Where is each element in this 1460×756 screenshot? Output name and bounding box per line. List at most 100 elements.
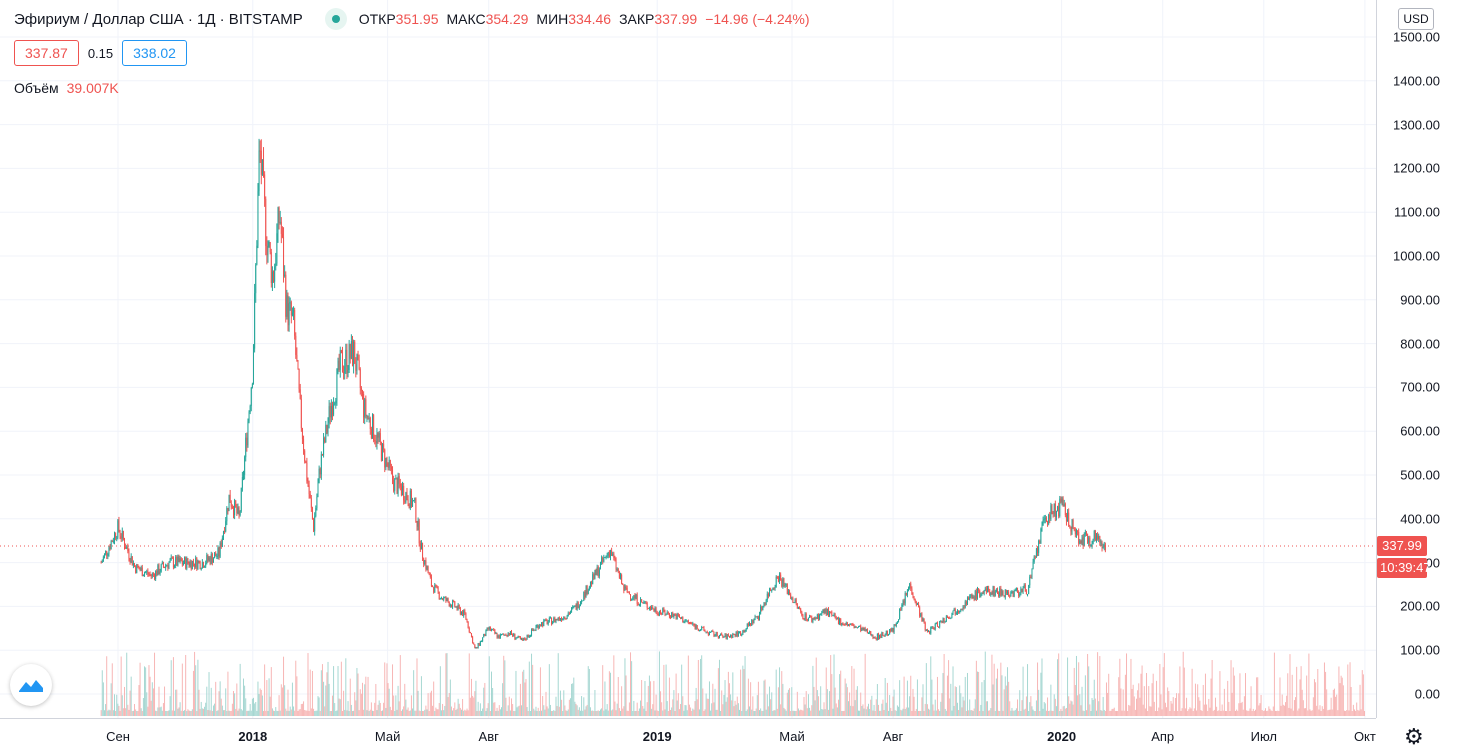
candle-body	[484, 633, 486, 637]
volume-bar	[519, 683, 521, 716]
candle-body	[364, 399, 366, 418]
candle-body	[377, 433, 379, 438]
symbol-title[interactable]: Эфириум / Доллар США · 1Д · BITSTAMP	[14, 10, 303, 28]
sell-price-button[interactable]: 337.87	[14, 40, 79, 66]
candle-body	[681, 617, 683, 619]
candle-body	[641, 599, 643, 603]
candle-body	[643, 602, 645, 604]
volume-bar	[300, 704, 302, 716]
volume-bar	[1115, 710, 1117, 716]
volume-bar	[480, 711, 482, 716]
candle-body	[492, 629, 494, 631]
candle-body	[335, 400, 337, 404]
candle-body	[566, 616, 568, 620]
candle-body	[966, 598, 968, 605]
tradingview-logo-icon[interactable]	[10, 664, 52, 706]
candle-body	[1027, 594, 1029, 596]
volume-bar	[782, 683, 784, 716]
candle-body	[535, 626, 537, 630]
volume-bar	[1350, 686, 1352, 716]
candle-body	[397, 476, 399, 494]
volume-bar	[1224, 710, 1226, 716]
candle-body	[1080, 540, 1082, 544]
candle-body	[533, 629, 535, 631]
time-axis[interactable]: Сен 2018 Май Авг 2019 Май Авг 2020 Апр Июл Окт	[0, 718, 1376, 756]
volume-bar	[1345, 710, 1347, 716]
candle-body	[637, 603, 639, 605]
volume-bar	[159, 707, 161, 716]
volume-bar	[1348, 710, 1350, 716]
candle-body	[849, 624, 851, 626]
price-chart[interactable]	[0, 0, 1376, 718]
price-axis[interactable]: 1500.00 1400.00 1300.00 1200.00 1100.00 1000.…	[1376, 0, 1460, 718]
candle-body	[393, 479, 395, 491]
candle-body	[1087, 534, 1089, 543]
volume-bar	[333, 666, 335, 716]
volume-bar	[1033, 710, 1035, 716]
candle-body	[313, 519, 315, 532]
volume-bar	[311, 670, 313, 716]
volume-bar	[503, 655, 505, 716]
volume-bar	[122, 708, 124, 716]
volume-bar	[247, 710, 249, 716]
candle-body	[315, 507, 317, 517]
candle-body	[921, 613, 923, 622]
volume-bar	[117, 703, 119, 716]
gear-icon[interactable]: ⚙	[1404, 724, 1424, 749]
currency-button[interactable]: USD	[1398, 8, 1434, 30]
candle-body	[365, 399, 367, 416]
volume-bar	[161, 710, 163, 716]
volume-bar	[1047, 697, 1049, 716]
volume-bar	[571, 683, 573, 716]
volume-bar	[167, 710, 169, 716]
volume-bar	[523, 669, 525, 716]
candle-body	[414, 498, 416, 501]
candle-body	[925, 629, 927, 631]
volume-bar	[335, 710, 337, 716]
volume-bar	[942, 673, 944, 716]
volume-bar	[653, 680, 655, 716]
candle-body	[320, 454, 322, 475]
candle-body	[721, 633, 723, 636]
volume-bar	[770, 699, 772, 716]
candle-body	[974, 590, 976, 600]
candle-body	[740, 632, 742, 636]
volume-bar	[627, 710, 629, 716]
candle-body	[192, 561, 194, 564]
candle-body	[664, 611, 666, 615]
volume-bar	[454, 702, 456, 716]
y-tick-label: 1200.00	[1393, 160, 1440, 176]
volume-bar	[343, 690, 345, 716]
volume-bar	[468, 653, 470, 716]
candle-body	[359, 369, 361, 388]
volume-bar	[103, 710, 105, 716]
volume-bar	[854, 700, 856, 716]
volume-bar	[363, 709, 365, 716]
candle-body	[205, 563, 207, 567]
candle-body	[497, 635, 499, 638]
candle-body	[817, 614, 819, 620]
candle-body	[755, 616, 757, 618]
candle-body	[325, 424, 327, 443]
candle-body	[814, 617, 816, 620]
volume-bar	[412, 708, 414, 716]
candle-body	[888, 634, 890, 636]
candle-body	[439, 598, 441, 600]
candle-body	[538, 625, 540, 629]
buy-price-button[interactable]: 338.02	[122, 40, 187, 66]
volume-bar	[1183, 667, 1185, 716]
candle-body	[936, 622, 938, 627]
candle-body	[388, 459, 390, 468]
volume-bar	[1323, 662, 1325, 716]
candle-body	[675, 615, 677, 620]
volume-bar	[898, 706, 900, 716]
volume-bar	[657, 710, 659, 716]
volume-bar	[443, 710, 445, 716]
candle-body	[673, 614, 675, 617]
volume-bar	[1360, 709, 1362, 716]
candle-body	[1037, 548, 1039, 553]
candle-body	[605, 555, 607, 557]
volume-legend[interactable]: Объём 39.007K	[14, 80, 119, 96]
volume-bar	[906, 680, 908, 716]
candle-body	[815, 617, 817, 619]
